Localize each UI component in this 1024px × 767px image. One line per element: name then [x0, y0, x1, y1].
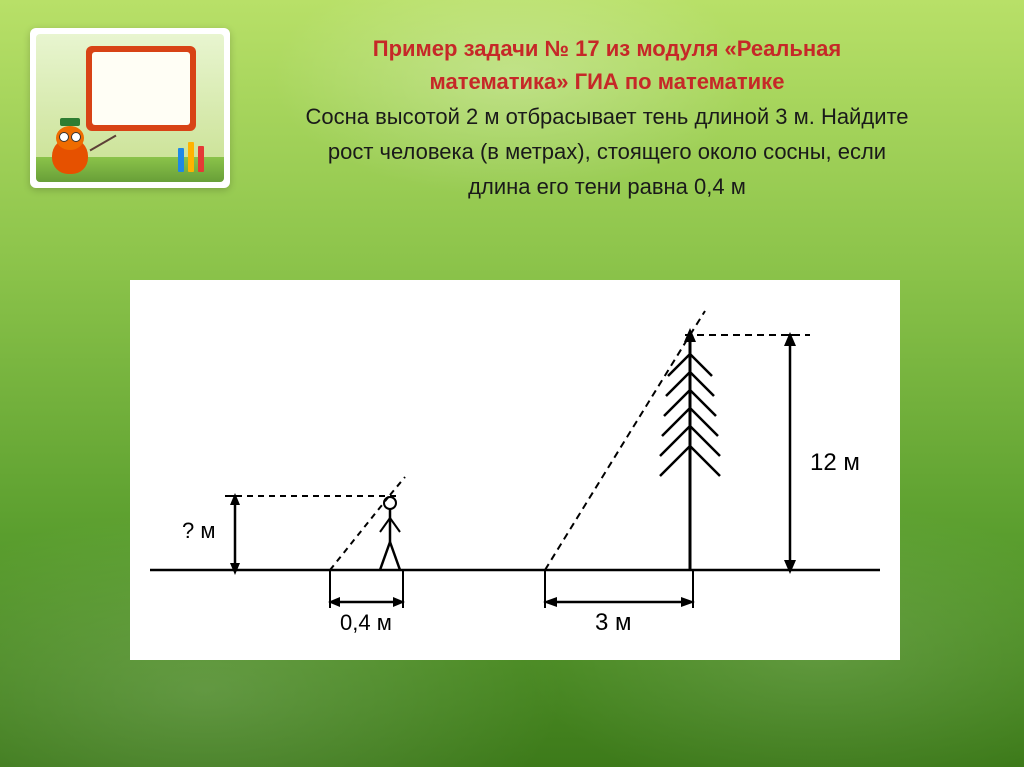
problem-line: Сосна высотой 2 м отбрасывает тень длино… — [250, 100, 964, 133]
frame-scene — [36, 34, 224, 182]
person-shadow-label: 0,4 м — [340, 610, 392, 635]
title-line: Пример задачи № 17 из модуля «Реальная — [250, 32, 964, 65]
person-height-label: ? м — [182, 518, 215, 543]
tree-shadow-label: 3 м — [595, 609, 632, 636]
owl-character — [46, 122, 94, 174]
problem-line: рост человека (в метрах), стоящего около… — [250, 135, 964, 168]
diagram-svg: ? м 0,4 м 12 м — [130, 280, 900, 660]
problem-text: Пример задачи № 17 из модуля «Реальная м… — [250, 32, 964, 203]
pencil-icon — [198, 146, 204, 172]
tree-height-label: 12 м — [810, 449, 860, 476]
pencil-icon — [178, 148, 184, 172]
title-line: математика» ГИА по математике — [250, 65, 964, 98]
pencil-icon — [188, 142, 194, 172]
decorative-frame — [30, 28, 230, 188]
problem-line: длина его тени равна 0,4 м — [250, 170, 964, 203]
geometry-diagram: ? м 0,4 м 12 м — [130, 280, 900, 660]
chalkboard — [92, 52, 190, 125]
